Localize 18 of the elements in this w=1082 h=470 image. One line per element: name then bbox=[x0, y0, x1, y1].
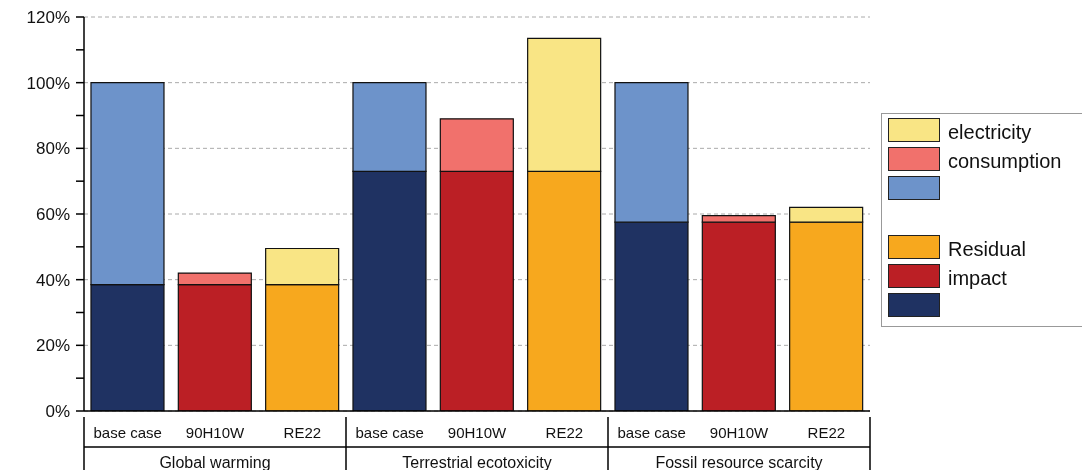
x-tick-label: RE22 bbox=[545, 424, 584, 441]
legend-label: electricity consumption bbox=[948, 120, 1063, 174]
x-tick-label: 90H10W bbox=[709, 424, 770, 441]
y-tick-label: 20% bbox=[35, 336, 70, 356]
y-tick-label: 100% bbox=[26, 73, 70, 93]
x-tick-label: base case bbox=[355, 424, 424, 441]
legend-label: Residual impact bbox=[948, 237, 1027, 291]
x-tick-label: RE22 bbox=[283, 424, 322, 441]
x-tick-label: base case bbox=[617, 424, 686, 441]
x-tick-label: 90H10W bbox=[447, 424, 508, 441]
y-tick-label: 60% bbox=[35, 205, 70, 224]
x-tick-label: base case bbox=[93, 424, 162, 441]
y-tick-label: 0% bbox=[45, 402, 70, 421]
y-tick-label: 80% bbox=[35, 139, 70, 159]
x-tick-label: 90H10W bbox=[185, 424, 246, 441]
x-tick-label: RE22 bbox=[807, 424, 846, 441]
y-tick-label: 120% bbox=[26, 8, 70, 27]
y-tick-label: 40% bbox=[35, 270, 70, 290]
